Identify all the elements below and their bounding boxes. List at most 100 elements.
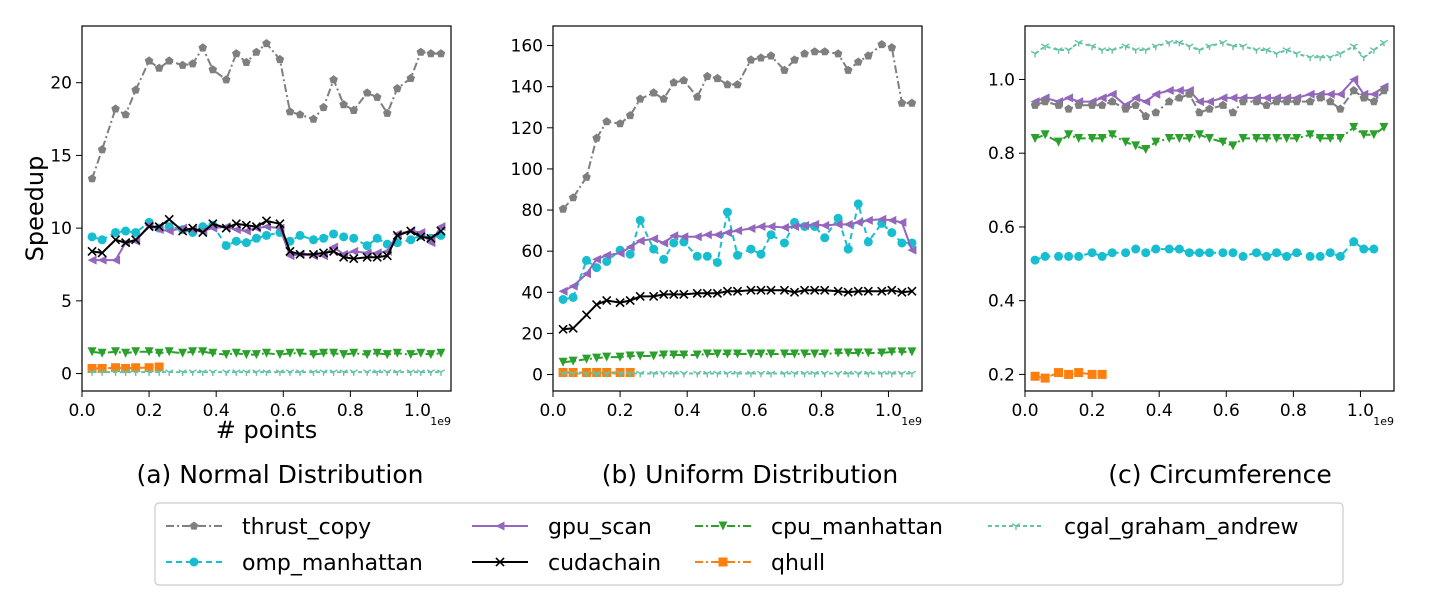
data-point-cpu_manhattan bbox=[154, 348, 164, 358]
data-point-cpu_manhattan bbox=[1174, 133, 1184, 143]
data-point-omp_manhattan bbox=[1218, 248, 1228, 258]
legend-entry-cgal_graham_andrew: cgal_graham_andrew bbox=[988, 515, 1298, 540]
data-point-cgal_graham_andrew bbox=[810, 370, 819, 378]
data-point-cgal_graham_andrew bbox=[1064, 47, 1073, 54]
legend-marker-qhull bbox=[718, 557, 728, 567]
data-point-qhull bbox=[602, 367, 612, 377]
data-point-omp_manhattan bbox=[1074, 251, 1084, 261]
data-point-cpu_manhattan bbox=[679, 350, 689, 360]
legend-entry-omp_manhattan: omp_manhattan bbox=[166, 551, 423, 576]
data-point-cgal_graham_andrew bbox=[188, 369, 197, 376]
data-point-cgal_graham_andrew bbox=[131, 369, 140, 376]
data-point-cpu_manhattan bbox=[308, 350, 318, 360]
data-point-cgal_graham_andrew bbox=[285, 369, 295, 376]
data-point-cgal_graham_andrew bbox=[329, 369, 338, 376]
y-tick-label: 40 bbox=[521, 283, 543, 303]
data-point-cpu_manhattan bbox=[1379, 122, 1389, 132]
data-point-gpu_scan bbox=[97, 255, 107, 265]
data-point-thrust_copy bbox=[1292, 97, 1301, 106]
legend-marker-omp_manhattan bbox=[189, 557, 199, 567]
data-point-cpu_manhattan bbox=[275, 350, 285, 360]
data-point-gpu_scan bbox=[833, 219, 843, 229]
data-point-omp_manhattan bbox=[1228, 248, 1238, 258]
data-point-thrust_copy bbox=[383, 108, 392, 117]
data-point-cudachain bbox=[295, 249, 305, 259]
data-point-gpu_scan bbox=[1335, 89, 1345, 99]
data-point-omp_manhattan bbox=[319, 233, 329, 243]
x-tick-label: 0.2 bbox=[1079, 401, 1106, 421]
data-point-gpu_scan bbox=[625, 242, 635, 252]
data-point-cpu_manhattan bbox=[635, 351, 645, 361]
y-tick-label: 0.4 bbox=[988, 292, 1015, 312]
data-point-thrust_copy bbox=[131, 85, 140, 94]
series-gpu_scan bbox=[558, 214, 917, 296]
series-thrust_copy bbox=[558, 40, 917, 213]
data-point-gpu_scan bbox=[1141, 97, 1151, 107]
subplot-caption: (c) Circumference bbox=[1108, 460, 1332, 489]
data-point-gpu_scan bbox=[568, 281, 578, 291]
data-point-gpu_scan bbox=[1194, 97, 1204, 107]
data-point-omp_manhattan bbox=[1054, 251, 1064, 261]
data-point-cgal_graham_andrew bbox=[1349, 43, 1358, 51]
data-point-gpu_scan bbox=[1325, 89, 1335, 99]
data-point-cpu_manhattan bbox=[766, 349, 776, 359]
y-tick-label: 160 bbox=[511, 37, 543, 57]
data-point-thrust_copy bbox=[582, 172, 591, 181]
data-point-omp_manhattan bbox=[251, 233, 261, 243]
data-point-gpu_scan bbox=[692, 232, 702, 242]
legend-marker-thrust_copy bbox=[189, 521, 199, 530]
subplot-caption: (a) Normal Distribution bbox=[136, 460, 423, 489]
data-point-cgal_graham_andrew bbox=[713, 370, 722, 378]
series-cudachain bbox=[87, 214, 446, 264]
data-point-cgal_graham_andrew bbox=[625, 370, 635, 378]
data-point-cpu_manhattan bbox=[426, 350, 436, 360]
series-cudachain bbox=[558, 285, 917, 334]
data-point-cpu_manhattan bbox=[164, 347, 174, 357]
data-point-cgal_graham_andrew bbox=[416, 369, 425, 376]
data-point-thrust_copy bbox=[790, 55, 799, 64]
data-point-qhull bbox=[1040, 373, 1050, 383]
data-point-thrust_copy bbox=[780, 65, 789, 74]
data-point-thrust_copy bbox=[309, 114, 318, 123]
data-point-gpu_scan bbox=[1064, 93, 1074, 103]
data-point-thrust_copy bbox=[1349, 86, 1358, 95]
data-point-cudachain bbox=[766, 285, 776, 295]
data-point-cpu_manhattan bbox=[241, 350, 251, 360]
data-point-omp_manhattan bbox=[1238, 251, 1248, 261]
data-point-omp_manhattan bbox=[1272, 248, 1282, 258]
data-point-cudachain bbox=[208, 219, 218, 229]
data-point-cpu_manhattan bbox=[733, 349, 742, 359]
data-point-cudachain bbox=[659, 289, 669, 299]
data-point-cpu_manhattan bbox=[779, 349, 789, 359]
data-point-cgal_graham_andrew bbox=[897, 370, 907, 378]
data-point-thrust_copy bbox=[756, 53, 766, 62]
data-point-cgal_graham_andrew bbox=[165, 369, 174, 376]
data-point-cgal_graham_andrew bbox=[1228, 43, 1238, 51]
data-point-cgal_graham_andrew bbox=[756, 370, 766, 378]
data-point-cgal_graham_andrew bbox=[1097, 47, 1107, 54]
data-point-omp_manhattan bbox=[295, 230, 305, 240]
data-point-omp_manhattan bbox=[97, 235, 107, 245]
legend-marker-cpu_manhattan bbox=[718, 521, 728, 531]
data-point-omp_manhattan bbox=[746, 244, 756, 254]
y-tick-label: 10 bbox=[50, 219, 72, 239]
data-point-cgal_graham_andrew bbox=[659, 370, 668, 378]
data-point-cgal_graham_andrew bbox=[373, 369, 382, 376]
data-point-cpu_manhattan bbox=[800, 349, 810, 359]
data-point-gpu_scan bbox=[746, 224, 756, 234]
data-point-cudachain bbox=[779, 285, 790, 295]
data-point-cgal_graham_andrew bbox=[406, 369, 415, 376]
data-point-gpu_scan bbox=[615, 248, 625, 258]
data-point-cpu_manhattan bbox=[87, 347, 97, 357]
y-tick-label: 15 bbox=[50, 146, 72, 166]
data-point-cudachain bbox=[756, 285, 766, 295]
data-point-cgal_graham_andrew bbox=[1165, 39, 1174, 47]
data-point-cgal_graham_andrew bbox=[198, 369, 207, 376]
data-point-thrust_copy bbox=[1040, 97, 1050, 106]
legend-entry-thrust_copy: thrust_copy bbox=[166, 515, 371, 540]
data-point-thrust_copy bbox=[1379, 86, 1389, 95]
data-point-gpu_scan bbox=[779, 223, 789, 233]
data-point-omp_manhattan bbox=[372, 233, 382, 243]
series-line-cpu_manhattan bbox=[563, 350, 912, 364]
data-point-thrust_copy bbox=[198, 43, 207, 52]
